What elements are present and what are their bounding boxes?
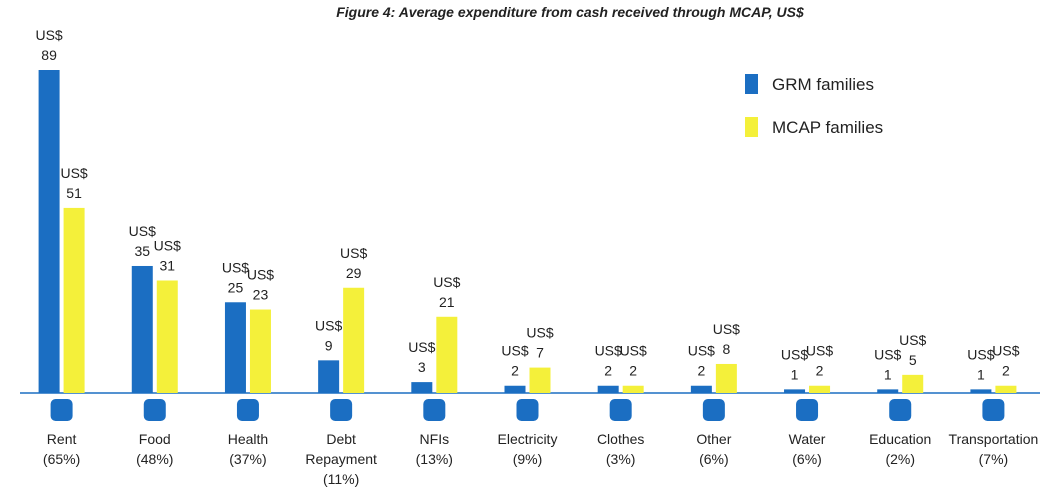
- value-label: US$ 31: [154, 237, 181, 273]
- bar: [690, 385, 712, 393]
- legend-swatch: [745, 74, 758, 94]
- bar: [995, 385, 1017, 393]
- category-icon: [796, 399, 819, 421]
- bar: [622, 385, 644, 393]
- value-label: US$ 2: [806, 343, 833, 379]
- bar: [156, 280, 178, 393]
- value-label: US$ 2: [501, 343, 528, 379]
- bar: [131, 265, 153, 393]
- value-label: US$ 1: [781, 346, 808, 382]
- category-icon: [516, 399, 539, 421]
- bar: [224, 302, 246, 393]
- bar: [529, 367, 551, 393]
- category-icon: [889, 399, 912, 421]
- bar: [38, 70, 60, 393]
- value-label: US$ 2: [620, 343, 647, 379]
- category-icon: [423, 399, 446, 421]
- x-tick-label: Rent (65%): [43, 431, 80, 467]
- bar: [784, 389, 806, 393]
- bar: [411, 382, 433, 393]
- value-label: US$ 7: [526, 325, 553, 361]
- bar: [877, 389, 899, 393]
- bar: [436, 316, 458, 393]
- bar: [715, 363, 737, 393]
- value-label: US$ 35: [129, 223, 156, 259]
- value-label: US$ 89: [35, 27, 62, 63]
- value-label: US$ 1: [874, 346, 901, 382]
- value-label: US$ 2: [992, 343, 1019, 379]
- value-label: US$ 9: [315, 317, 342, 353]
- value-label: US$ 2: [688, 343, 715, 379]
- value-label: US$ 2: [595, 343, 622, 379]
- x-tick-label: Other (6%): [696, 431, 731, 467]
- value-label: US$ 8: [713, 321, 740, 357]
- value-label: US$ 51: [60, 165, 87, 201]
- legend-swatch: [745, 117, 758, 137]
- x-tick-label: Electricity (9%): [498, 431, 558, 467]
- x-tick-label: Health (37%): [228, 431, 268, 467]
- legend-label: MCAP families: [772, 118, 883, 137]
- category-icon: [143, 399, 166, 421]
- category-icon: [236, 399, 259, 421]
- bar: [318, 360, 340, 393]
- value-label: US$ 3: [408, 339, 435, 375]
- x-tick-label: Transportation (7%): [949, 431, 1039, 467]
- bar: [343, 287, 365, 393]
- bar: [63, 207, 85, 393]
- value-label: US$ 25: [222, 259, 249, 295]
- category-icon: [609, 399, 632, 421]
- x-tick-label: Water (6%): [789, 431, 826, 467]
- value-label: US$ 21: [433, 274, 460, 310]
- x-tick-label: Food (48%): [136, 431, 173, 467]
- x-tick-label: Clothes (3%): [597, 431, 644, 467]
- chart-title: Figure 4: Average expenditure from cash …: [336, 4, 804, 20]
- value-label: US$ 29: [340, 245, 367, 281]
- category-icon: [330, 399, 353, 421]
- category-icon: [702, 399, 725, 421]
- value-label: US$ 23: [247, 267, 274, 303]
- bar: [504, 385, 526, 393]
- value-label: US$ 1: [967, 346, 994, 382]
- value-label: US$ 5: [899, 332, 926, 368]
- bar: [809, 385, 831, 393]
- legend-label: GRM families: [772, 75, 874, 94]
- bar: [902, 374, 924, 393]
- x-tick-label: Debt Repayment (11%): [305, 431, 377, 487]
- bar: [249, 309, 271, 393]
- category-icon: [982, 399, 1005, 421]
- x-tick-label: Education (2%): [869, 431, 931, 467]
- bar: [970, 389, 992, 393]
- x-tick-label: NFIs (13%): [416, 431, 453, 467]
- category-icon: [50, 399, 73, 421]
- bar: [597, 385, 619, 393]
